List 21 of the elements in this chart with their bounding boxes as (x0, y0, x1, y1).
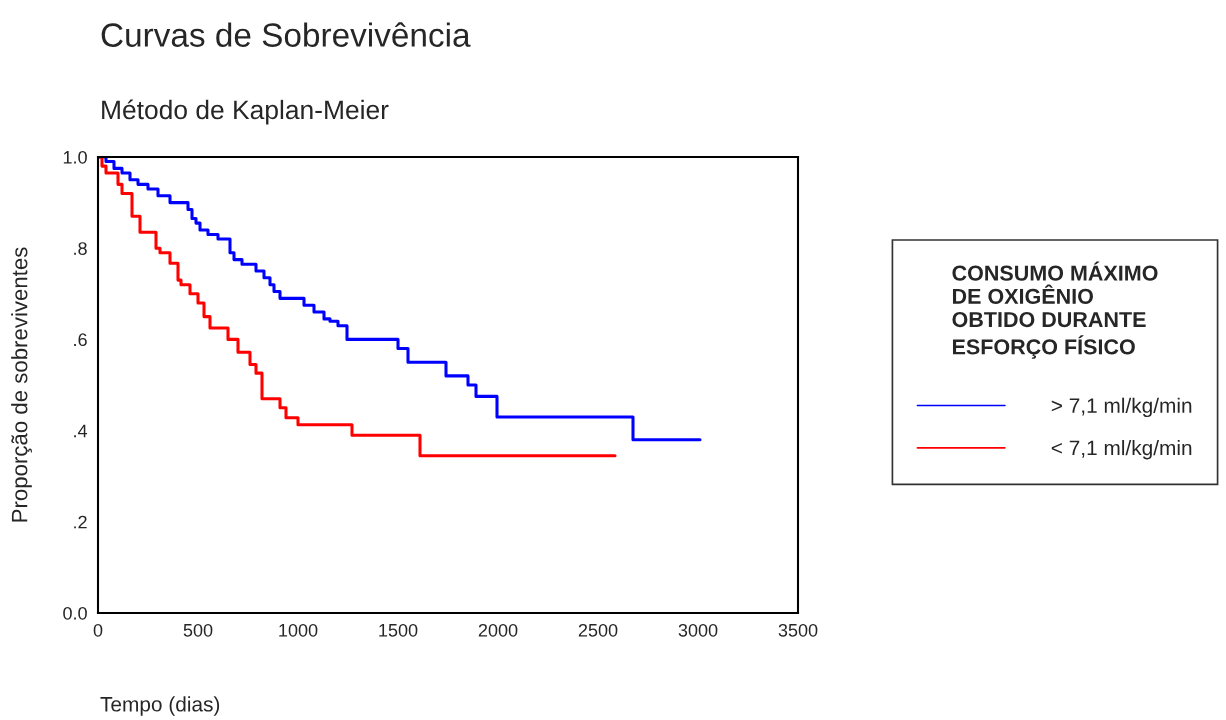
x-tick-label: 500 (183, 623, 213, 637)
y-tick-label: .8 (74, 242, 87, 255)
y-tick-label: .2 (74, 515, 87, 529)
x-tick-label: 1000 (279, 623, 318, 637)
x-tick-label: 2500 (578, 623, 618, 637)
legend-label: < 7,1 ml/kg/min (1051, 440, 1192, 460)
x-tick-label: 2000 (478, 623, 518, 637)
y-tick-label: 0.0 (63, 606, 87, 620)
x-tick-label: 3000 (678, 623, 718, 637)
legend-label: > 7,1 ml/kg/min (1051, 397, 1192, 418)
y-tick-label: .4 (74, 424, 88, 438)
chart-subtitle: Método de Kaplan-Meier (102, 99, 389, 125)
y-tick-label: .6 (74, 333, 87, 347)
x-tick-label: 1500 (379, 623, 418, 637)
legend-title: CONSUMO MÁXIMO DE OXIGÊNIO OBTIDO DURANTE ESFORÇO FÍSICO (952, 261, 1158, 359)
x-tick-label: 0 (93, 623, 103, 637)
x-tick-label: 3500 (778, 623, 818, 637)
chart-title: Curvas de Sobrevivência (101, 22, 471, 47)
y-tick-label: 1.0 (63, 150, 87, 164)
y-axis-title: Proporção de sobreviventes (11, 247, 32, 522)
x-axis-title: Tempo (dias) (100, 696, 220, 716)
